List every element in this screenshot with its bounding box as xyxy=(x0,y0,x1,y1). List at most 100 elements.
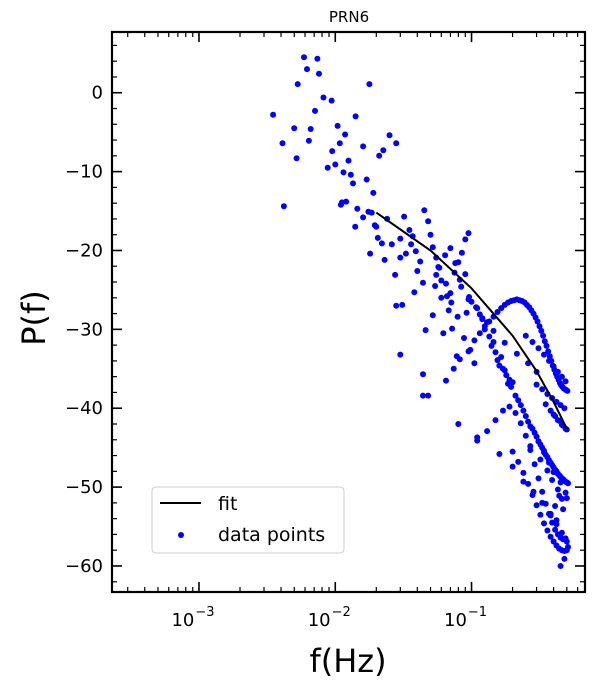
data-point xyxy=(539,488,546,495)
data-point xyxy=(544,467,551,474)
data-point xyxy=(563,538,570,545)
data-point xyxy=(490,339,497,345)
data-point xyxy=(549,477,556,483)
data-point xyxy=(550,363,557,370)
data-point xyxy=(562,489,569,496)
data-point xyxy=(537,456,544,463)
y-axis-ticks: 0 −10 −20 −30 −40 −50 −60 xyxy=(65,44,585,583)
data-point xyxy=(546,459,552,466)
data-point xyxy=(305,137,312,144)
data-point xyxy=(376,152,383,159)
data-point xyxy=(501,339,508,346)
data-point xyxy=(378,240,385,247)
data-point xyxy=(533,433,540,440)
data-point xyxy=(465,296,472,303)
x-tick-exponent: −1 xyxy=(468,605,487,620)
data-point xyxy=(529,339,536,345)
y-axis-label: P(f) xyxy=(15,290,53,346)
plot-frame xyxy=(110,30,587,594)
legend-fit-label: fit xyxy=(218,493,237,515)
data-point xyxy=(343,198,350,205)
data-point xyxy=(406,227,413,233)
data-point xyxy=(373,223,380,230)
data-point xyxy=(360,143,367,150)
data-point xyxy=(397,254,404,261)
data-point xyxy=(546,357,552,364)
data-point xyxy=(522,413,529,420)
data-point xyxy=(539,499,546,506)
data-point xyxy=(560,506,567,513)
data-point xyxy=(554,417,561,424)
data-point xyxy=(367,250,374,257)
data-point xyxy=(550,411,557,418)
data-point xyxy=(421,207,428,214)
data-point xyxy=(440,330,447,337)
data-point xyxy=(540,332,547,339)
data-point xyxy=(484,428,491,435)
data-point xyxy=(380,147,387,154)
data-point xyxy=(554,486,561,493)
y-tick-label: −10 xyxy=(65,162,103,183)
data-point xyxy=(461,335,467,341)
data-point xyxy=(366,81,373,88)
data-point xyxy=(541,351,547,358)
x-tick-label: 10−2 xyxy=(308,605,351,631)
data-point xyxy=(420,392,426,399)
data-point xyxy=(550,469,557,476)
data-point xyxy=(448,299,455,306)
data-point xyxy=(381,256,388,263)
data-point xyxy=(546,353,553,360)
data-point xyxy=(563,495,570,502)
data-point xyxy=(432,283,439,289)
data-point xyxy=(342,131,349,138)
data-point xyxy=(294,81,301,88)
data-point xyxy=(508,383,515,390)
data-point xyxy=(541,338,548,345)
data-point xyxy=(558,529,565,536)
data-point xyxy=(393,302,400,309)
data-point xyxy=(435,264,442,270)
data-point xyxy=(513,350,520,357)
data-point xyxy=(465,230,472,237)
data-point xyxy=(345,157,352,164)
data-point xyxy=(352,113,359,120)
data-point xyxy=(320,94,327,101)
data-point xyxy=(520,478,527,485)
data-point xyxy=(438,294,445,301)
data-point xyxy=(509,463,516,470)
data-point xyxy=(547,510,554,517)
data-point xyxy=(458,249,465,256)
data-point xyxy=(420,279,426,286)
data-point xyxy=(462,236,469,243)
x-tick-exponent: −2 xyxy=(332,605,351,620)
data-point xyxy=(525,418,532,425)
data-point xyxy=(536,323,543,330)
data-point xyxy=(447,245,454,252)
data-point xyxy=(545,348,552,355)
data-point xyxy=(553,521,560,528)
data-point xyxy=(565,480,571,487)
data-point xyxy=(422,327,429,334)
data-point xyxy=(479,316,486,323)
data-point xyxy=(542,401,549,408)
data-point xyxy=(329,148,336,155)
data-point xyxy=(544,527,551,534)
data-point xyxy=(471,337,478,344)
data-point xyxy=(512,392,519,399)
data-point xyxy=(334,122,341,129)
data-point xyxy=(360,214,367,221)
data-point xyxy=(554,368,561,375)
data-point xyxy=(506,403,513,410)
data-point xyxy=(393,140,400,147)
data-point xyxy=(557,479,564,486)
data-point xyxy=(561,555,568,562)
data-point xyxy=(340,169,347,176)
data-point xyxy=(443,377,449,384)
data-point xyxy=(509,448,516,455)
data-point xyxy=(473,304,480,311)
data-point xyxy=(316,70,322,77)
data-point xyxy=(503,372,510,379)
data-point xyxy=(332,161,339,168)
data-point xyxy=(517,402,524,409)
data-point xyxy=(533,502,540,509)
